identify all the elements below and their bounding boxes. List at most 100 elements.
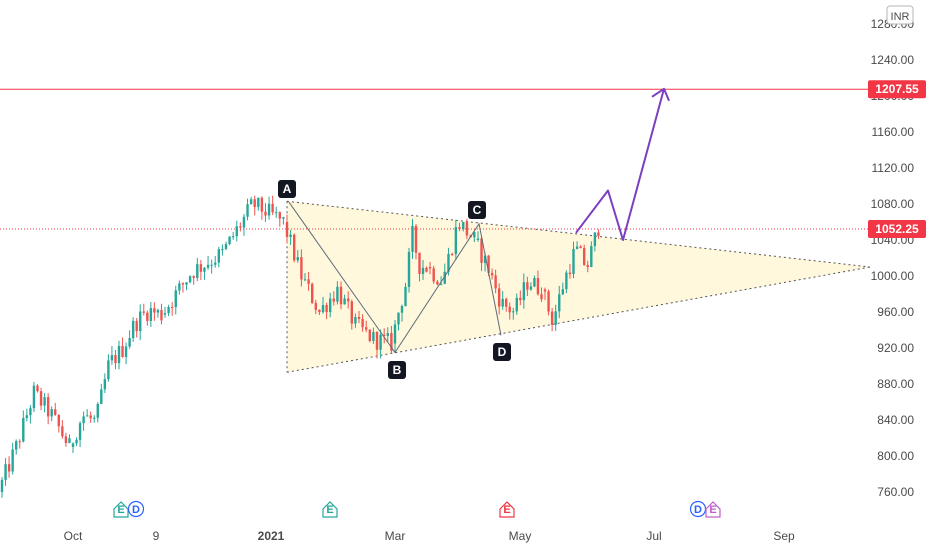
candle xyxy=(439,276,443,286)
candle xyxy=(303,272,307,282)
candle-body xyxy=(561,289,565,295)
candle-body xyxy=(142,311,145,313)
candle-body xyxy=(368,329,371,342)
pattern-point-badge xyxy=(493,343,511,361)
candle-body xyxy=(501,298,504,307)
y-tick-label: 920.00 xyxy=(877,341,914,355)
candle xyxy=(536,270,540,296)
candle-body xyxy=(572,248,575,275)
abcd-pattern-line xyxy=(288,201,502,354)
candle xyxy=(131,317,135,342)
candle-body xyxy=(7,464,11,472)
triangle-pattern xyxy=(286,200,871,373)
candle-body xyxy=(36,385,39,392)
candle xyxy=(117,340,121,370)
candle xyxy=(271,195,274,216)
candle-body xyxy=(490,272,494,276)
triangle-fill xyxy=(287,201,870,373)
candle-body xyxy=(447,253,450,272)
x-tick-label: Mar xyxy=(385,529,406,543)
candle xyxy=(103,373,107,393)
y-tick-label: 880.00 xyxy=(877,377,914,391)
candle-body xyxy=(421,267,425,274)
pattern-point-label: D xyxy=(498,345,507,359)
candle-body xyxy=(443,271,446,284)
candle xyxy=(46,393,50,425)
candle xyxy=(249,196,253,205)
candle-body xyxy=(536,278,540,295)
candle-body xyxy=(487,255,490,273)
y-axis: 760.00 800.00 840.00 880.00 920.00 960.00 1000… xyxy=(868,17,926,499)
candle xyxy=(572,241,575,279)
candle-body xyxy=(57,414,60,427)
candle xyxy=(257,197,260,211)
candle-body xyxy=(206,264,210,268)
candle-body xyxy=(329,298,332,313)
candle-body xyxy=(533,278,536,287)
candle xyxy=(407,247,411,293)
pattern-point-c: C xyxy=(468,201,486,219)
candle xyxy=(231,231,235,240)
candle xyxy=(372,327,375,344)
candle-body xyxy=(110,355,114,361)
candle xyxy=(128,330,131,349)
price-tag-box xyxy=(868,219,926,238)
candle-body xyxy=(131,320,135,338)
candle-body xyxy=(64,436,68,444)
earnings-icon xyxy=(113,501,129,518)
candle xyxy=(393,319,397,352)
candle xyxy=(390,325,393,354)
candle-body xyxy=(239,226,242,228)
candle xyxy=(508,302,511,320)
candle xyxy=(586,260,589,273)
candle-body xyxy=(480,238,483,263)
candle-body xyxy=(43,397,46,406)
candle-body xyxy=(336,286,339,302)
candle xyxy=(515,293,518,315)
candle xyxy=(526,276,529,297)
candle-body xyxy=(508,306,511,313)
candle-body xyxy=(282,217,285,219)
candle xyxy=(561,282,565,296)
currency-badge[interactable]: INR xyxy=(886,5,914,25)
candle-body xyxy=(242,216,246,228)
candle-body xyxy=(82,416,85,424)
candle xyxy=(473,231,476,242)
candle xyxy=(149,301,153,328)
candle-body xyxy=(139,311,142,332)
candle xyxy=(142,303,145,316)
candle-body xyxy=(462,222,465,229)
candle xyxy=(529,282,533,291)
candle xyxy=(214,256,217,268)
candle xyxy=(85,409,89,417)
candle xyxy=(7,456,11,478)
candle-body xyxy=(210,264,213,266)
candle xyxy=(224,241,228,251)
candle-body xyxy=(235,226,238,237)
candle xyxy=(418,252,421,282)
candle-body xyxy=(103,379,107,390)
candle xyxy=(543,287,547,301)
candle xyxy=(414,223,418,260)
candle-body xyxy=(107,360,110,380)
candle-body xyxy=(307,279,310,284)
candle-body xyxy=(185,282,188,285)
candle xyxy=(494,269,497,294)
earnings-icon xyxy=(705,501,721,518)
candle xyxy=(100,383,103,405)
candle xyxy=(501,291,504,310)
candle-body xyxy=(354,317,357,324)
candle-body xyxy=(439,283,443,285)
candle xyxy=(121,337,124,358)
candle xyxy=(242,213,246,236)
candle xyxy=(239,222,242,232)
projection-arrow xyxy=(575,87,670,241)
candle xyxy=(554,304,557,331)
y-tick-label: 1120.00 xyxy=(872,161,915,175)
candle xyxy=(547,289,550,316)
candle xyxy=(71,442,75,454)
candle xyxy=(425,266,428,273)
pattern-point-b: B xyxy=(388,361,406,379)
candle-body xyxy=(18,441,21,443)
